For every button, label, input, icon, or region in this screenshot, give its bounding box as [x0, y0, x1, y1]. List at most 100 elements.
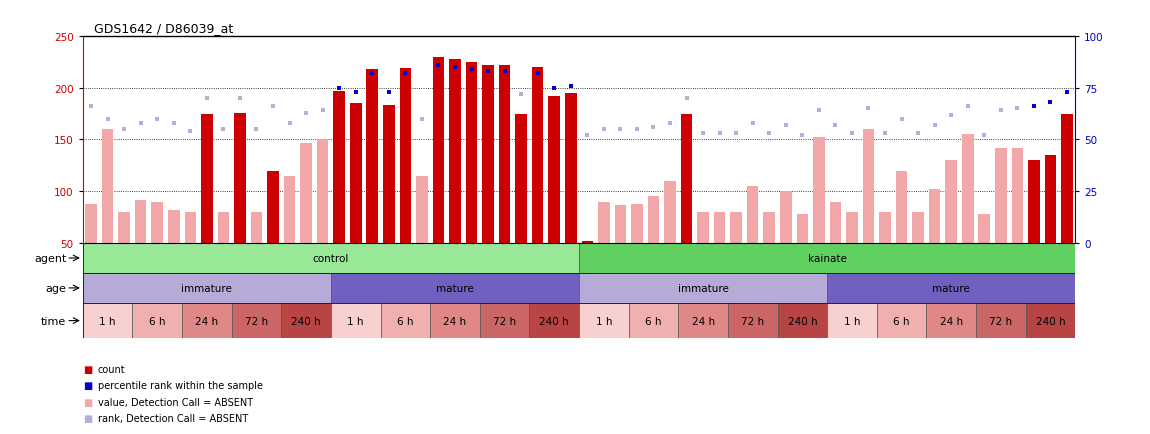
Text: ■: ■ [83, 414, 92, 423]
Bar [697, 212, 708, 243]
Text: 24 h: 24 h [444, 316, 467, 326]
Bar [152, 202, 163, 243]
Bar [912, 212, 923, 243]
Text: 72 h: 72 h [989, 316, 1012, 326]
Bar [85, 204, 97, 243]
Bar [777, 303, 827, 339]
Text: 24 h: 24 h [691, 316, 714, 326]
Text: agent: agent [33, 253, 67, 263]
Text: rank, Detection Call = ABSENT: rank, Detection Call = ABSENT [98, 414, 248, 423]
Text: 1 h: 1 h [347, 316, 363, 326]
Bar [83, 243, 580, 273]
Text: mature: mature [436, 283, 474, 293]
Bar [813, 138, 825, 243]
Text: 240 h: 240 h [1036, 316, 1065, 326]
Text: value, Detection Call = ABSENT: value, Detection Call = ABSENT [98, 397, 253, 407]
Bar [827, 303, 876, 339]
Text: 72 h: 72 h [741, 316, 765, 326]
Bar [331, 273, 580, 303]
Bar [532, 68, 544, 243]
Bar [201, 114, 213, 243]
Bar [681, 114, 692, 243]
Text: percentile rank within the sample: percentile rank within the sample [98, 381, 262, 390]
Bar [580, 303, 629, 339]
Text: 6 h: 6 h [894, 316, 910, 326]
Bar [979, 214, 990, 243]
Bar [780, 192, 791, 243]
Bar [862, 130, 874, 243]
Bar [381, 303, 430, 339]
Bar [961, 135, 974, 243]
Bar [797, 214, 808, 243]
Bar [432, 58, 444, 243]
Text: mature: mature [933, 283, 971, 293]
Bar [647, 197, 659, 243]
Bar [267, 171, 278, 243]
Bar [350, 104, 361, 243]
Bar [945, 161, 957, 243]
Bar [746, 187, 759, 243]
Bar [580, 243, 1075, 273]
Bar [168, 210, 179, 243]
Text: 72 h: 72 h [493, 316, 516, 326]
Bar [827, 273, 1075, 303]
Bar [846, 212, 858, 243]
Bar [184, 212, 197, 243]
Bar [480, 303, 529, 339]
Bar [665, 181, 676, 243]
Bar [598, 202, 610, 243]
Bar [565, 94, 576, 243]
Bar [282, 303, 331, 339]
Bar [730, 212, 742, 243]
Text: 72 h: 72 h [245, 316, 268, 326]
Bar [300, 143, 312, 243]
Text: 6 h: 6 h [645, 316, 661, 326]
Text: age: age [45, 283, 67, 293]
Bar [466, 62, 477, 243]
Bar [728, 303, 777, 339]
Bar [430, 303, 480, 339]
Bar [631, 204, 643, 243]
Bar [1044, 156, 1056, 243]
Text: 240 h: 240 h [539, 316, 569, 326]
Text: ■: ■ [83, 364, 92, 374]
Text: ■: ■ [83, 381, 92, 390]
Bar [132, 303, 182, 339]
Bar [678, 303, 728, 339]
Bar [549, 97, 560, 243]
Bar [896, 171, 907, 243]
Bar [499, 66, 511, 243]
Bar [876, 303, 927, 339]
Text: kainate: kainate [807, 253, 846, 263]
Text: 240 h: 240 h [788, 316, 818, 326]
Bar [1061, 114, 1073, 243]
Text: 6 h: 6 h [397, 316, 414, 326]
Bar [251, 212, 262, 243]
Bar [399, 69, 412, 243]
Bar [450, 59, 461, 243]
Text: count: count [98, 364, 125, 374]
Text: immature: immature [677, 283, 728, 293]
Bar [614, 205, 626, 243]
Bar [629, 303, 678, 339]
Bar [284, 176, 296, 243]
Text: control: control [313, 253, 350, 263]
Bar [1012, 148, 1024, 243]
Text: 1 h: 1 h [596, 316, 612, 326]
Bar [235, 113, 246, 243]
Text: 240 h: 240 h [291, 316, 321, 326]
Text: 1 h: 1 h [99, 316, 116, 326]
Text: GDS1642 / D86039_at: GDS1642 / D86039_at [94, 22, 233, 35]
Bar [880, 212, 891, 243]
Bar [929, 190, 941, 243]
Text: time: time [41, 316, 67, 326]
Bar [102, 130, 114, 243]
Bar [714, 212, 726, 243]
Text: ■: ■ [83, 397, 92, 407]
Bar [482, 66, 493, 243]
Text: 24 h: 24 h [196, 316, 218, 326]
Bar [829, 202, 841, 243]
Bar [317, 140, 329, 243]
Bar [83, 273, 331, 303]
Bar [383, 106, 394, 243]
